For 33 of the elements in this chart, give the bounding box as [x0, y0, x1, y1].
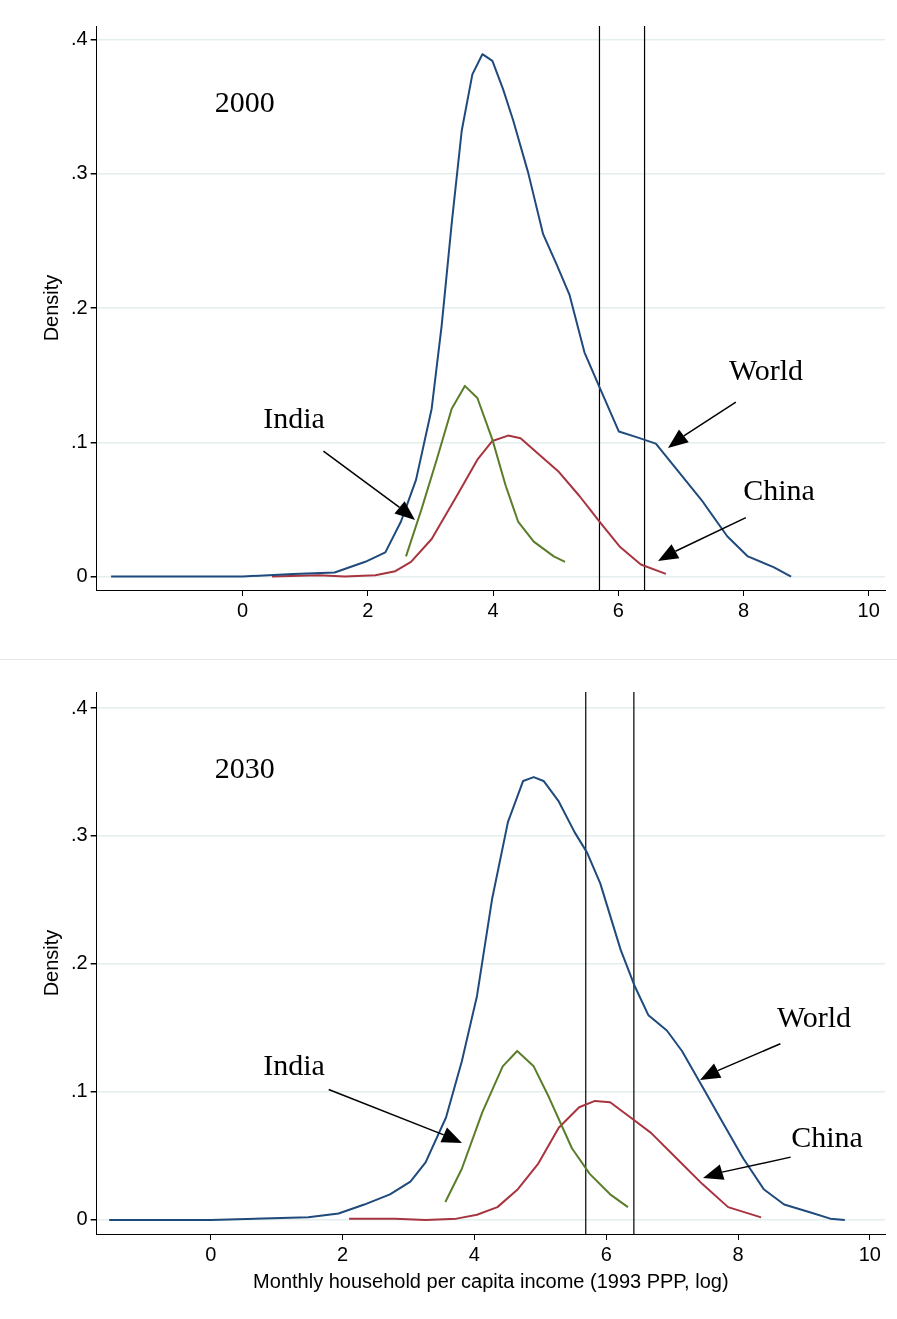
annotation: World: [728, 352, 804, 386]
x-tick-label: 4: [487, 598, 499, 621]
x-tick-label: 0: [205, 1242, 217, 1265]
text: 2030: [214, 750, 275, 784]
y-tick-label: .2: [70, 295, 88, 318]
x-tick-label: 6: [600, 1242, 612, 1265]
annotation: China: [791, 1119, 863, 1153]
y-tick-label: .2: [70, 951, 88, 974]
x-tick-label: 10: [857, 598, 880, 621]
x-tick-label: 2: [362, 598, 374, 621]
x-axis-title: Monthly household per capita income (1993 PPP, log): [253, 1269, 729, 1292]
y-tick-label: .3: [70, 161, 88, 184]
x-tick-label: 4: [468, 1242, 480, 1265]
annotation: India: [263, 400, 325, 434]
x-tick-label: 6: [612, 598, 624, 621]
x-tick-label: 10: [858, 1242, 881, 1265]
annotation: India: [263, 1047, 325, 1081]
y-tick-label: 0: [76, 564, 88, 587]
y-tick-label: .3: [70, 823, 88, 846]
x-tick-label: 0: [237, 598, 249, 621]
y-tick-label: 0: [76, 1207, 88, 1230]
y-tick-label: .4: [70, 695, 88, 718]
y-axis-title: Density: [39, 274, 62, 342]
text: 2000: [214, 84, 275, 118]
x-tick-label: 2: [336, 1242, 349, 1265]
y-tick-label: .4: [70, 26, 88, 49]
y-tick-label: .1: [70, 429, 88, 452]
x-tick-label: 8: [732, 1242, 744, 1265]
annotation: China: [743, 472, 815, 506]
y-tick-label: .1: [70, 1079, 88, 1102]
x-tick-label: 8: [737, 598, 750, 621]
y-axis-title: Density: [39, 929, 62, 997]
annotation: World: [776, 999, 852, 1033]
